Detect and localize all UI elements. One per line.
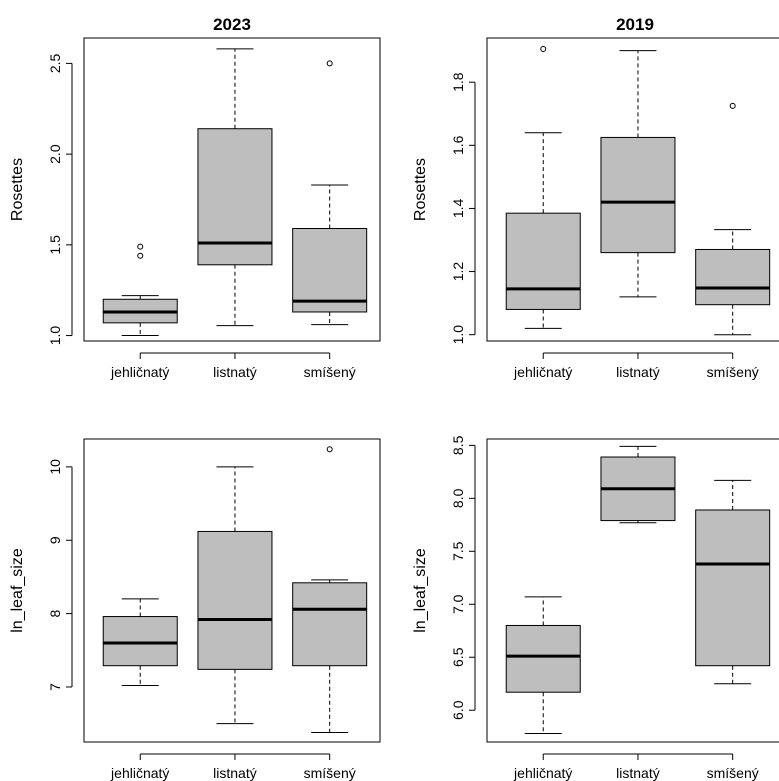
x-tick-label: jehličnatý [110, 765, 169, 781]
chart-panel-1: 2023 1.0 1.5 2.0 2.5 Rosettes jehličnatý listna… [9, 15, 381, 380]
chart-panel-3: 7 8 9 10 ln_leaf_size jehličnatý listnatý smíše… [9, 438, 381, 781]
box-smíšený [292, 60, 368, 326]
y-axis-label: Rosettes [9, 158, 26, 221]
box-smíšený [695, 479, 771, 685]
chart-title: 2023 [213, 15, 251, 34]
y-axis-label: Rosettes [412, 158, 429, 221]
chart-title: 2019 [616, 15, 654, 34]
x-tick-label: jehličnatý [513, 364, 572, 380]
iqr-box [292, 582, 368, 667]
box-jehličnatý [102, 598, 178, 687]
x-tick-label: smíšený [304, 364, 356, 380]
x-tick-label: listnatý [616, 364, 660, 380]
y-tick-label: 7.0 [450, 594, 466, 614]
y-tick-label: 2.5 [47, 53, 63, 73]
x-tick-label: smíšený [707, 364, 759, 380]
x-tick-label: listnatý [616, 765, 660, 781]
box-listnatý [197, 48, 273, 327]
y-tick-label: 1.5 [47, 235, 63, 255]
box-jehličnatý [102, 243, 178, 337]
box-smíšený [292, 446, 368, 733]
y-tick-label: 1.6 [450, 135, 466, 155]
box-smíšený [695, 102, 771, 336]
iqr-box [695, 509, 771, 667]
plot-frame [83, 438, 381, 743]
iqr-box [102, 616, 178, 667]
box-listnatý [600, 50, 676, 298]
y-tick-label: 9 [47, 536, 63, 544]
iqr-box [505, 624, 581, 693]
x-tick-label: smíšený [707, 765, 759, 781]
y-tick-label: 1.8 [450, 72, 466, 92]
plot-frame [486, 438, 779, 743]
y-axis-label: ln_leaf_size [412, 548, 429, 633]
chart-panel-4: 6.0 6.5 7.0 7.5 8.0 8.5 ln_leaf_size jehličnatý… [412, 435, 779, 781]
iqr-box [505, 212, 581, 310]
plot-frame [486, 37, 779, 342]
box-listnatý [600, 445, 676, 524]
y-tick-label: 1.2 [450, 262, 466, 282]
outlier-point [729, 102, 736, 109]
y-tick-label: 8.0 [450, 488, 466, 508]
y-tick-label: 2.0 [47, 144, 63, 164]
y-tick-label: 7.5 [450, 541, 466, 561]
iqr-box [600, 136, 676, 254]
x-tick-label: jehličnatý [513, 765, 572, 781]
outlier-point [326, 446, 333, 453]
iqr-box [292, 228, 368, 313]
y-tick-label: 8.5 [450, 435, 466, 455]
box-jehličnatý [505, 46, 581, 329]
y-tick-label: 1.0 [47, 326, 63, 346]
iqr-box [197, 530, 273, 670]
x-tick-label: smíšený [304, 765, 356, 781]
chart-panel-2: 2019 1.0 1.2 1.4 1.6 1.8 Rosettes jehličnatý lis… [412, 15, 779, 380]
x-tick-label: listnatý [213, 765, 257, 781]
plot-frame [83, 37, 381, 342]
x-tick-label: jehličnatý [110, 364, 169, 380]
y-tick-label: 8 [47, 610, 63, 618]
y-tick-label: 10 [47, 459, 63, 475]
y-tick-label: 6.5 [450, 647, 466, 667]
y-axis-label: ln_leaf_size [9, 548, 26, 633]
outlier-point [540, 46, 547, 53]
y-tick-label: 7 [47, 683, 63, 691]
outlier-point [326, 60, 333, 67]
y-tick-label: 6.0 [450, 700, 466, 720]
outlier-point [137, 252, 144, 259]
x-tick-label: listnatý [213, 364, 257, 380]
iqr-box [695, 248, 771, 306]
box-listnatý [197, 466, 273, 725]
y-tick-label: 1.4 [450, 198, 466, 218]
y-tick-label: 1.0 [450, 325, 466, 345]
outlier-point [137, 243, 144, 250]
box-jehličnatý [505, 596, 581, 735]
